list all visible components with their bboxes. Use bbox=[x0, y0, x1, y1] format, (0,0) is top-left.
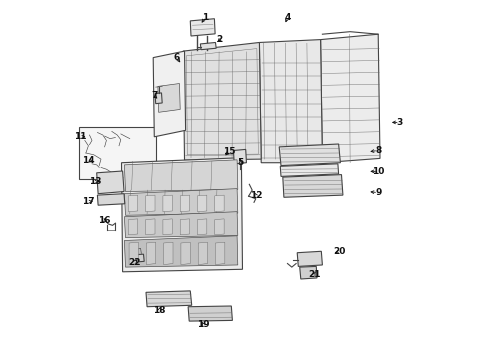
Text: 11: 11 bbox=[74, 132, 86, 141]
Polygon shape bbox=[297, 251, 322, 266]
Text: 2: 2 bbox=[217, 35, 223, 44]
Polygon shape bbox=[198, 242, 208, 265]
Polygon shape bbox=[124, 236, 238, 267]
Bar bbox=[79, 127, 156, 179]
Polygon shape bbox=[216, 242, 225, 265]
Polygon shape bbox=[158, 84, 180, 112]
Polygon shape bbox=[320, 34, 380, 163]
Polygon shape bbox=[190, 19, 215, 36]
Text: 7: 7 bbox=[151, 91, 157, 100]
Polygon shape bbox=[215, 195, 224, 212]
Polygon shape bbox=[180, 195, 190, 212]
Polygon shape bbox=[98, 194, 125, 205]
Polygon shape bbox=[146, 219, 155, 235]
Text: 13: 13 bbox=[89, 177, 102, 186]
Polygon shape bbox=[300, 266, 317, 279]
Text: 22: 22 bbox=[128, 258, 140, 267]
Polygon shape bbox=[197, 219, 207, 235]
Text: 9: 9 bbox=[375, 188, 381, 197]
Polygon shape bbox=[280, 164, 339, 176]
Polygon shape bbox=[147, 242, 156, 265]
Polygon shape bbox=[133, 254, 144, 262]
Text: 12: 12 bbox=[249, 191, 262, 199]
Text: 16: 16 bbox=[98, 216, 110, 225]
Polygon shape bbox=[197, 195, 207, 212]
Polygon shape bbox=[163, 219, 172, 235]
Text: 10: 10 bbox=[372, 167, 384, 176]
Polygon shape bbox=[128, 219, 138, 235]
Polygon shape bbox=[180, 219, 190, 235]
Text: 15: 15 bbox=[222, 148, 235, 157]
Text: 21: 21 bbox=[308, 270, 320, 279]
Text: 17: 17 bbox=[82, 197, 95, 206]
Polygon shape bbox=[164, 242, 173, 265]
Text: 19: 19 bbox=[197, 320, 210, 329]
Polygon shape bbox=[188, 306, 232, 321]
Text: 6: 6 bbox=[173, 53, 180, 62]
Polygon shape bbox=[259, 40, 322, 163]
Polygon shape bbox=[233, 149, 246, 164]
Text: 14: 14 bbox=[82, 156, 95, 165]
Polygon shape bbox=[183, 42, 261, 160]
Polygon shape bbox=[279, 144, 341, 166]
Polygon shape bbox=[163, 195, 172, 212]
Polygon shape bbox=[129, 242, 139, 265]
Polygon shape bbox=[124, 160, 238, 192]
Polygon shape bbox=[153, 51, 186, 137]
Text: 1: 1 bbox=[202, 13, 209, 22]
Text: 20: 20 bbox=[333, 247, 345, 256]
Polygon shape bbox=[215, 219, 224, 235]
Text: 4: 4 bbox=[284, 13, 291, 22]
Polygon shape bbox=[146, 291, 192, 307]
Polygon shape bbox=[200, 42, 216, 50]
Polygon shape bbox=[122, 158, 243, 272]
Polygon shape bbox=[146, 195, 155, 212]
Polygon shape bbox=[283, 175, 343, 197]
Polygon shape bbox=[128, 195, 138, 212]
Text: 5: 5 bbox=[238, 158, 244, 167]
Text: 3: 3 bbox=[397, 118, 403, 127]
Polygon shape bbox=[155, 93, 162, 104]
Polygon shape bbox=[124, 189, 238, 215]
Polygon shape bbox=[97, 171, 124, 194]
Polygon shape bbox=[181, 242, 190, 265]
Text: 18: 18 bbox=[153, 306, 166, 315]
Polygon shape bbox=[124, 212, 238, 238]
Text: 8: 8 bbox=[375, 146, 381, 155]
